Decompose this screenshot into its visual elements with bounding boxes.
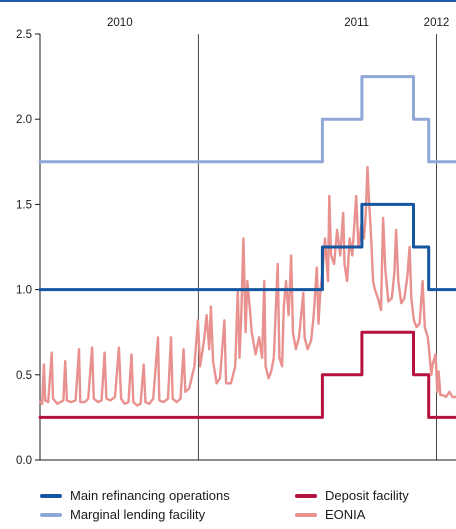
year-labels: 2010 2011 2012 <box>107 17 449 29</box>
legend-swatch <box>295 512 317 517</box>
legend-swatch <box>40 493 62 498</box>
year-label: 2012 <box>424 17 450 29</box>
year-label: 2011 <box>344 17 369 29</box>
series-line-marginal-lending-facility <box>38 75 456 164</box>
legend-label: Main refinancing operations <box>70 488 230 503</box>
legend-label: EONIA <box>325 507 366 522</box>
legend-item-deposit-facility: Deposit facility <box>295 488 409 503</box>
top-rule <box>0 0 456 2</box>
legend-item-main-refinancing: Main refinancing operations <box>40 488 230 503</box>
legend-label: Deposit facility <box>325 488 409 503</box>
series-line-main-refinancing-operations <box>38 202 456 292</box>
y-tick-label: 2.5 <box>16 29 32 41</box>
y-tick-label: 0.0 <box>16 455 32 467</box>
series-line-eonia <box>38 165 456 407</box>
y-tick-label: 2.0 <box>16 114 32 126</box>
legend-item-eonia: EONIA <box>295 507 365 522</box>
legend-label: Marginal lending facility <box>70 507 206 522</box>
legend-swatch <box>40 512 62 517</box>
y-tick-label: 0.5 <box>16 370 32 382</box>
legend-item-marginal-lending: Marginal lending facility <box>40 507 205 522</box>
year-dividers <box>197 34 437 460</box>
year-label: 2010 <box>107 17 133 29</box>
legend-swatch <box>295 493 317 498</box>
rates-chart: 0.0 0.5 1.0 1.5 2.0 2.5 2010 2011 2012 <box>16 17 456 467</box>
y-tick-label: 1.0 <box>16 285 32 297</box>
series-line-deposit-facility <box>38 330 456 419</box>
y-tick-label: 1.5 <box>16 199 32 211</box>
y-axis: 0.0 0.5 1.0 1.5 2.0 2.5 <box>16 29 41 467</box>
series-layer <box>38 75 456 419</box>
